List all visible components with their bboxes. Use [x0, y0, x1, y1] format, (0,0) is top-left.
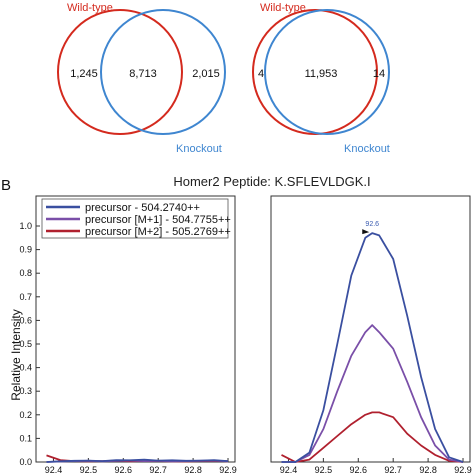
chart-right-xtick-label: 92.6: [350, 465, 368, 474]
venn-2-knockout-circle: [264, 9, 390, 135]
y-axis-label: Relative Intensity: [9, 309, 23, 400]
chart-left-ytick-label: 0.0: [19, 457, 32, 467]
chart-left-xtick-label: 92.8: [184, 465, 202, 474]
chart-right-lines: [281, 232, 464, 463]
venn-1-wild-type-circle: [57, 9, 183, 135]
panel-b-letter: B: [1, 177, 11, 194]
legend-label-m2: precursor [M+2] - 505.2769++: [85, 226, 231, 238]
chart-left-ytick-label: 0.4: [19, 363, 32, 373]
chart-left-xtick-label: 92.4: [45, 465, 63, 474]
chart-right-series-precursor-line: [281, 232, 464, 463]
chart-left-xtick-label: 92.6: [115, 465, 133, 474]
venn-2-left-only-count: 4: [258, 68, 264, 80]
chart-right-series-m1-line: [281, 324, 464, 463]
chart-right-xtick-label: 92.4: [280, 465, 298, 474]
chart-right-frame: [270, 195, 471, 463]
peak-marker: [362, 229, 370, 235]
chart-left-ytick-label: 0.2: [19, 410, 32, 420]
chart-left-ytick-label: 0.5: [19, 339, 32, 349]
chart-left-xtick-label: 92.9: [219, 465, 237, 474]
panel-b-title: Homer2 Peptide: K.SFLEVLDGK.I: [173, 174, 370, 189]
chart-right-series-m2-line: [281, 411, 464, 463]
legend: precursor - 504.2740++ precursor [M+1] -…: [41, 198, 231, 239]
chart-right-xtick-label: 92.7: [384, 465, 402, 474]
venn-1-knockout-circle: [100, 9, 226, 135]
chart-left-ytick-label: 1.0: [19, 221, 32, 231]
venn-diagram-1: Wild-type Knockout 1,245 8,713 2,015: [57, 2, 226, 155]
chart-left-ytick-label: 0.9: [19, 245, 32, 255]
venn-2-knockout-label: Knockout: [344, 143, 390, 155]
chart-left-ytick-label: 0.8: [19, 268, 32, 278]
peak-annotation: 92.6: [365, 221, 379, 228]
venn-2-overlap-count: 11,953: [305, 68, 338, 80]
legend-label-m1: precursor [M+1] - 504.7755++: [85, 214, 231, 226]
chart-left-ytick-label: 0.6: [19, 315, 32, 325]
venn-2-wild-type-label: Wild-type: [260, 2, 306, 14]
chart-right-xtick-label: 92.8: [419, 465, 437, 474]
chart-left-ytick-label: 0.7: [19, 292, 32, 302]
chart-left-xtick-label: 92.7: [149, 465, 167, 474]
chart-right-xtick-label: 92.9: [454, 465, 472, 474]
chart-left-yticks: 0.0 0.1 0.2 0.3 0.4 0.5 0.6 0.7 0.8 0.9 1.0: [19, 221, 40, 467]
venn-1-overlap-count: 8,713: [129, 68, 157, 80]
venn-diagram-2: Wild-type Knockout 4 11,953 14: [252, 2, 390, 155]
legend-label-precursor: precursor - 504.2740++: [85, 202, 200, 214]
venn-1-knockout-label: Knockout: [176, 143, 222, 155]
chart-left-xtick-label: 92.5: [80, 465, 98, 474]
venn-1-right-only-count: 2,015: [192, 68, 220, 80]
chart-left-lines: [46, 454, 229, 463]
chart-right-xtick-label: 92.5: [315, 465, 333, 474]
chart-left-ytick-label: 0.1: [19, 433, 32, 443]
venn-2-wild-type-circle: [252, 9, 378, 135]
chart-left-ytick-label: 0.3: [19, 386, 32, 396]
chart-left: 0.0 0.1 0.2 0.3 0.4 0.5 0.6 0.7 0.8 0.9 1.0 92.4 92…: [19, 195, 237, 474]
chart-right: 92.4 92.5 92.6 92.7 92.8 92.9 92.6: [270, 195, 472, 474]
venn-1-wild-type-label: Wild-type: [67, 2, 113, 14]
chart-left-series-precursor-line: [46, 458, 229, 463]
venn-1-left-only-count: 1,245: [70, 68, 98, 80]
venn-2-right-only-count: 14: [373, 68, 385, 80]
